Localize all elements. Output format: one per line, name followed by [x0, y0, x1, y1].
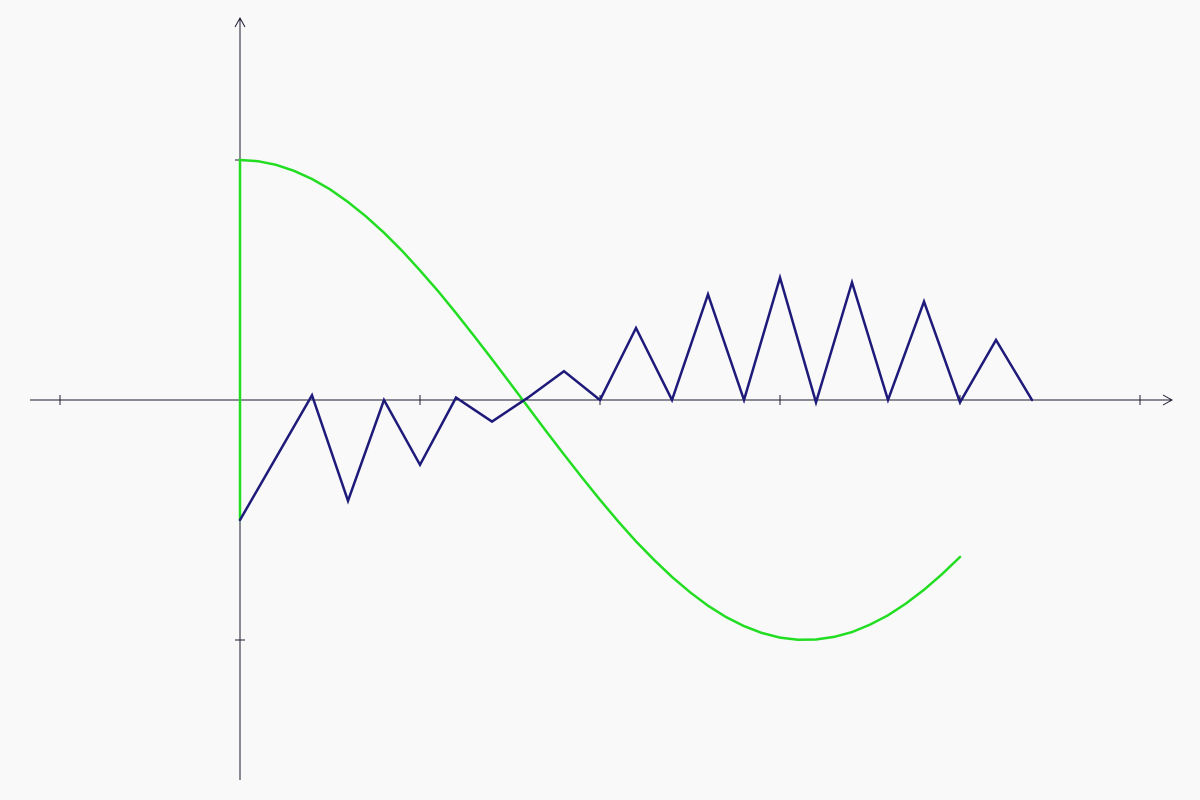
y-axis-arrow — [234, 16, 246, 28]
series-line-green — [238, 158, 962, 642]
x-axis-arrow — [1162, 394, 1174, 406]
series-layer — [238, 158, 1034, 642]
series-line-navy — [238, 273, 1034, 522]
